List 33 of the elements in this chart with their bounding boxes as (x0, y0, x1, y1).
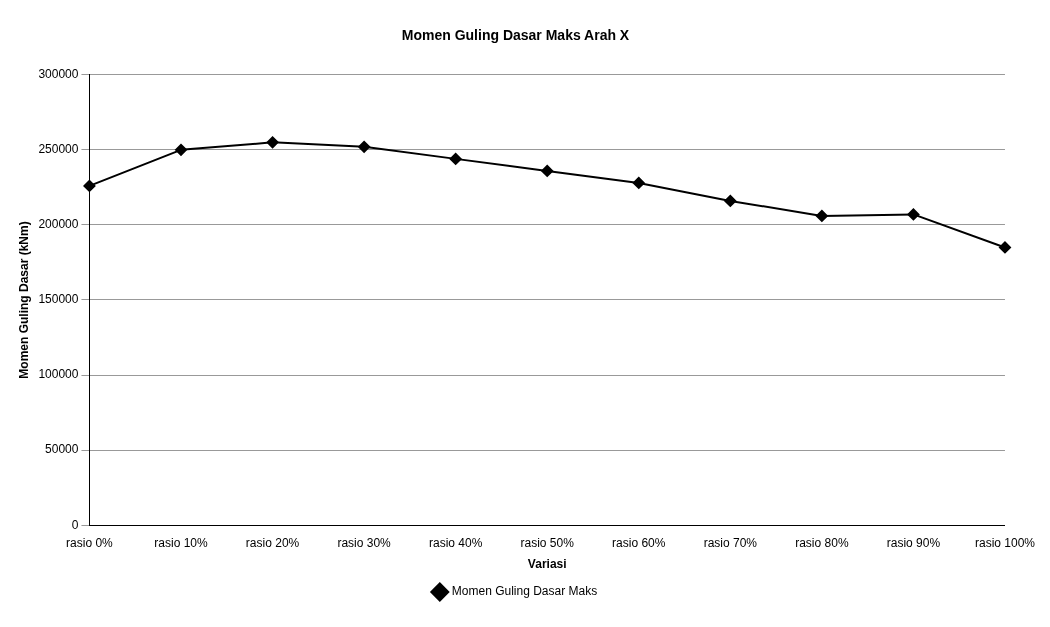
x-tick-label: rasio 100% (974, 535, 1036, 550)
y-tick-label: 100000 (38, 367, 79, 382)
point (998, 241, 1011, 254)
x-tick-label: rasio 60% (612, 535, 666, 550)
x-tick-label: rasio 10% (154, 535, 208, 550)
y-tick-label: 150000 (38, 292, 79, 307)
x-tick-label: rasio 50% (520, 535, 575, 550)
y-tick-label: 0 (71, 517, 79, 532)
x-axis-title: Variasi (527, 557, 567, 572)
y-tick-label: 50000 (45, 442, 79, 457)
y-axis-title: Momen Guling Dasar (kNm) (16, 221, 31, 379)
chart-title: Momen Guling Dasar Maks Arah X (401, 27, 630, 44)
x-tick-label: rasio 0% (66, 535, 114, 550)
point (632, 176, 645, 189)
point (724, 194, 737, 207)
y-tick-label: 200000 (38, 217, 79, 232)
y-tick-label: 250000 (38, 142, 79, 157)
point (175, 143, 187, 156)
x-tick-label: rasio 20% (245, 535, 300, 550)
y-tick-label: 300000 (38, 67, 79, 82)
x-tick-label: rasio 70% (703, 535, 758, 550)
x-tick-label: rasio 40% (428, 535, 483, 550)
point (907, 208, 920, 221)
x-tick-label: rasio 90% (886, 535, 941, 550)
legend-label: Momen Guling Dasar Maks (451, 584, 598, 599)
x-tick-label: rasio 80% (795, 535, 849, 550)
point (541, 164, 554, 177)
point (266, 136, 279, 149)
x-tick-label: rasio 30% (337, 535, 392, 550)
point (358, 140, 371, 153)
point (449, 152, 462, 165)
point (815, 209, 828, 222)
point (83, 179, 96, 192)
